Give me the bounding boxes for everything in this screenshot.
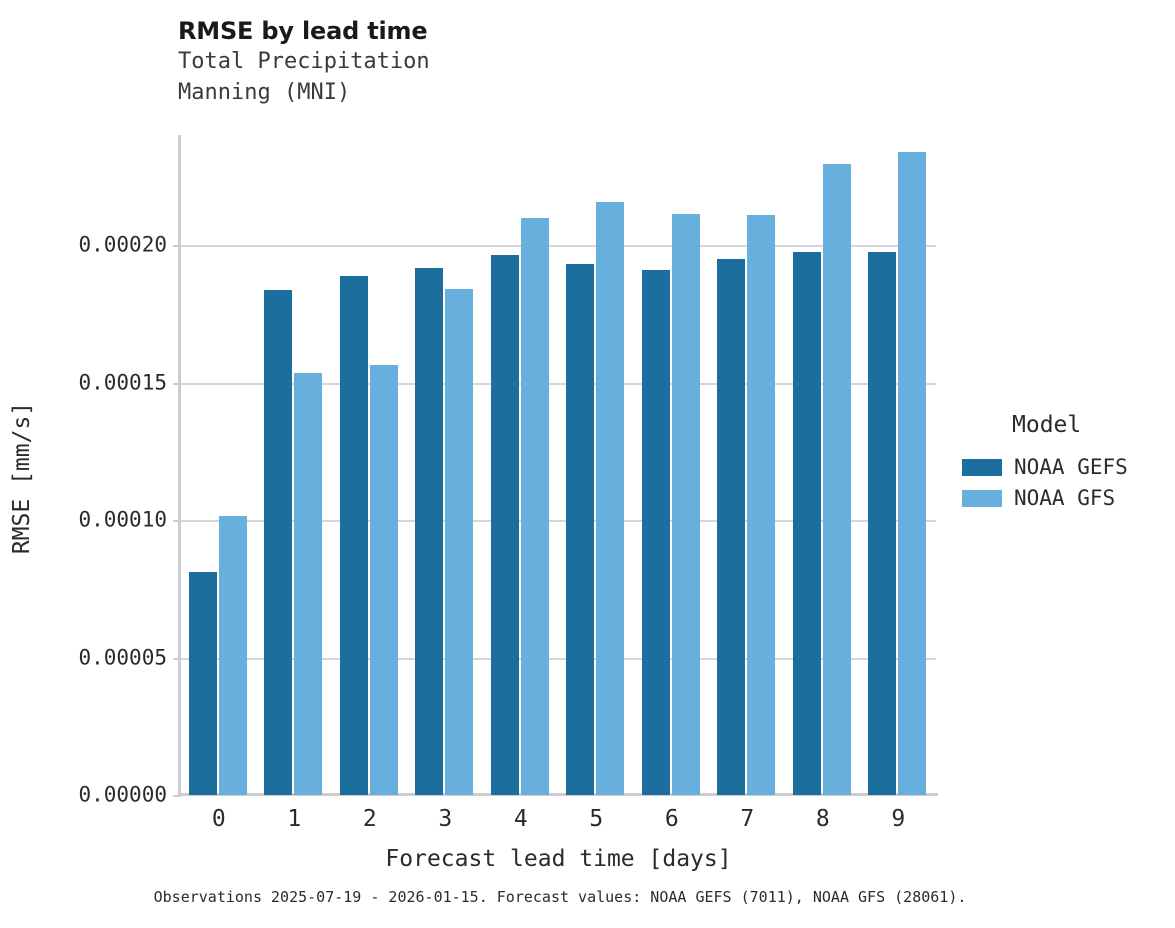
legend: Model NOAA GEFS NOAA GFS [962,410,1172,514]
y-axis-line [178,135,181,796]
y-tick-label: 0.00015 [78,370,167,394]
y-tick-label: 0.00005 [78,645,167,669]
bar[interactable] [717,259,746,795]
legend-item-noaa-gfs[interactable]: NOAA GFS [962,483,1172,514]
bar[interactable] [868,251,897,795]
bar[interactable] [264,289,293,795]
bar[interactable] [747,215,776,795]
y-tick-label: 0.00020 [78,232,167,257]
page-title: RMSE by lead time [178,17,428,45]
x-tick-label: 7 [740,806,755,832]
bar[interactable] [641,269,670,795]
x-tick-label: 3 [438,806,453,832]
bar-group [264,135,324,795]
plot-area: 0.00000 0.00005 0.00010 0.00015 0.00020 [78,135,936,805]
y-axis-title: RMSE [mm/s] [9,401,35,555]
bar[interactable] [671,213,700,795]
x-tick-label: 2 [362,806,377,832]
gridline [181,520,936,522]
legend-item-label: NOAA GEFS [1014,455,1128,479]
y-tick-label: 0.00010 [78,507,167,532]
bar-group [641,135,702,795]
bar-group [717,135,777,795]
bar[interactable] [445,289,474,795]
bar-group [792,135,853,795]
bar-group [868,135,928,795]
x-tick-label: 0 [211,806,226,832]
footer-note: Observations 2025-07-19 - 2026-01-15. Fo… [153,888,967,906]
bar[interactable] [898,152,927,795]
bar[interactable] [415,267,444,795]
bar-group [339,135,400,795]
bar-group [566,135,626,795]
bar-group [188,135,249,795]
legend-item-label: NOAA GFS [1014,486,1116,510]
legend-swatch-icon [962,459,1002,476]
title-block: RMSE by lead time Total Precipitation Ma… [178,16,878,108]
bar[interactable] [294,372,323,795]
chart-subtitle-location: Manning (MNI) [178,80,351,105]
y-tick-mark [173,245,181,247]
y-tick-mark [173,795,181,797]
x-axis-title: Forecast lead time [days] [385,846,732,872]
bar[interactable] [188,571,217,795]
legend-item-noaa-gefs[interactable]: NOAA GEFS [962,452,1172,483]
bar[interactable] [792,252,821,795]
bar[interactable] [566,264,595,795]
gridline [181,382,936,385]
y-tick-mark [173,382,181,385]
x-tick-label: 5 [589,806,604,832]
legend-entries: NOAA GEFS NOAA GFS [962,452,1172,514]
x-tick-label: 9 [891,806,906,832]
x-tick-label: 8 [815,806,830,832]
y-tick-mark [173,657,181,660]
bar[interactable] [520,218,549,795]
bar[interactable] [369,365,398,795]
bar-group [415,135,475,795]
bar[interactable] [596,202,625,795]
gridline [181,657,936,660]
bar[interactable] [339,275,368,795]
bar-group [490,135,551,795]
bar[interactable] [822,164,851,795]
legend-swatch-icon [962,490,1002,507]
legend-title: Model [1012,412,1082,438]
y-tick-label: 0.00000 [78,782,167,807]
x-axis-line [178,793,938,796]
bar[interactable] [218,515,247,795]
x-tick-label: 4 [513,806,528,832]
x-tick-label: 6 [664,806,679,832]
gridline [181,245,936,247]
chart-subtitle-variable: Total Precipitation [178,49,430,74]
x-tick-label: 1 [287,806,302,832]
bar[interactable] [490,255,519,795]
y-tick-mark [173,520,181,522]
